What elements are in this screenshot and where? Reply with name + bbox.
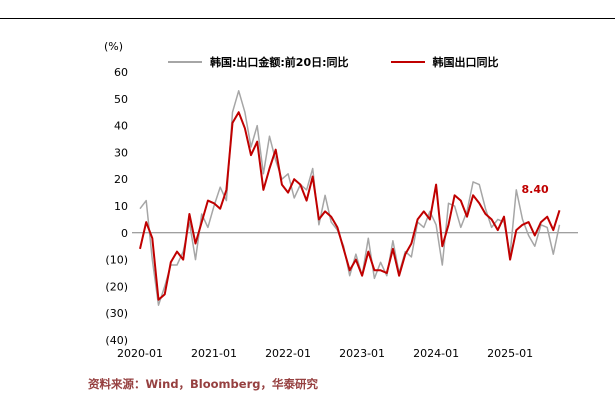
y-tick-label: (30) bbox=[105, 307, 128, 320]
x-tick-label: 2022-01 bbox=[265, 347, 311, 360]
gray-line-swatch bbox=[168, 61, 202, 63]
y-tick-label: 60 bbox=[114, 66, 128, 79]
series-line-export-yoy bbox=[139, 111, 561, 301]
y-tick-label: (40) bbox=[105, 334, 128, 347]
y-tick-label: 50 bbox=[114, 93, 128, 106]
legend-item-export-20d: 韩国:出口金额:前20日:同比 bbox=[168, 54, 349, 70]
x-tick-label: 2024-01 bbox=[413, 347, 459, 360]
y-tick-label: 0 bbox=[121, 227, 128, 240]
y-tick-label: 40 bbox=[114, 120, 128, 133]
y-tick-label: 20 bbox=[114, 173, 128, 186]
series-line-export-20d bbox=[139, 90, 561, 306]
red-line-swatch bbox=[390, 61, 425, 63]
legend-item-export-yoy: 韩国出口同比 bbox=[390, 54, 499, 70]
legend-label-export-yoy: 韩国出口同比 bbox=[432, 56, 499, 69]
y-tick-label: 10 bbox=[114, 200, 128, 213]
legend: 韩国:出口金额:前20日:同比 韩国出口同比 bbox=[168, 54, 499, 70]
last-value-annotation: 8.40 bbox=[521, 183, 549, 197]
x-tick-label: 2023-01 bbox=[339, 347, 385, 360]
y-tick-label: 30 bbox=[114, 146, 128, 159]
y-tick-label: (10) bbox=[105, 254, 128, 267]
x-tick-label: 2021-01 bbox=[191, 347, 237, 360]
x-tick-label: 2025-01 bbox=[487, 347, 533, 360]
y-axis-unit-label: (%) bbox=[104, 40, 124, 53]
legend-label-export-20d: 韩国:出口金额:前20日:同比 bbox=[210, 56, 349, 69]
x-tick-label: 2020-01 bbox=[117, 347, 163, 360]
top-divider bbox=[0, 18, 615, 19]
source-note: 资料来源：Wind，Bloomberg，华泰研究 bbox=[88, 377, 318, 391]
y-tick-label: (20) bbox=[105, 280, 128, 293]
